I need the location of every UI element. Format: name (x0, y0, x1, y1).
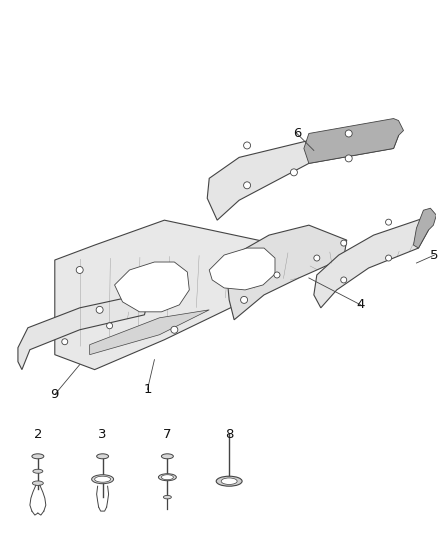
Text: 8: 8 (225, 429, 233, 441)
Polygon shape (115, 262, 189, 312)
Circle shape (244, 142, 251, 149)
Ellipse shape (161, 454, 173, 459)
Polygon shape (413, 208, 436, 248)
Text: 6: 6 (293, 127, 301, 140)
Polygon shape (227, 225, 347, 320)
Polygon shape (90, 310, 209, 354)
Text: 7: 7 (163, 429, 172, 441)
Circle shape (385, 219, 392, 225)
Ellipse shape (161, 475, 173, 480)
Text: 1: 1 (143, 383, 152, 396)
Circle shape (106, 323, 113, 329)
Circle shape (290, 169, 297, 176)
Circle shape (244, 182, 251, 189)
Circle shape (62, 339, 68, 345)
Polygon shape (207, 126, 399, 220)
Ellipse shape (216, 476, 242, 486)
Text: 3: 3 (99, 429, 107, 441)
Ellipse shape (33, 469, 43, 473)
Ellipse shape (32, 454, 44, 459)
Polygon shape (314, 218, 428, 308)
Circle shape (96, 306, 103, 313)
Text: 9: 9 (51, 388, 59, 401)
Circle shape (314, 255, 320, 261)
Circle shape (385, 255, 392, 261)
Circle shape (345, 155, 352, 162)
Polygon shape (55, 220, 314, 369)
Circle shape (341, 240, 347, 246)
Ellipse shape (221, 478, 237, 484)
Polygon shape (304, 118, 403, 164)
Text: 5: 5 (430, 248, 438, 262)
Ellipse shape (163, 495, 171, 499)
Ellipse shape (97, 454, 109, 459)
Ellipse shape (32, 481, 43, 486)
Polygon shape (209, 248, 275, 290)
Circle shape (240, 296, 247, 303)
Circle shape (76, 266, 83, 273)
Ellipse shape (159, 474, 177, 481)
Text: 2: 2 (34, 429, 42, 441)
Ellipse shape (92, 475, 113, 483)
Circle shape (341, 277, 347, 283)
Ellipse shape (95, 476, 110, 482)
Circle shape (345, 130, 352, 137)
Text: 4: 4 (357, 298, 365, 311)
Circle shape (274, 272, 280, 278)
Polygon shape (18, 295, 148, 369)
Circle shape (171, 326, 178, 333)
